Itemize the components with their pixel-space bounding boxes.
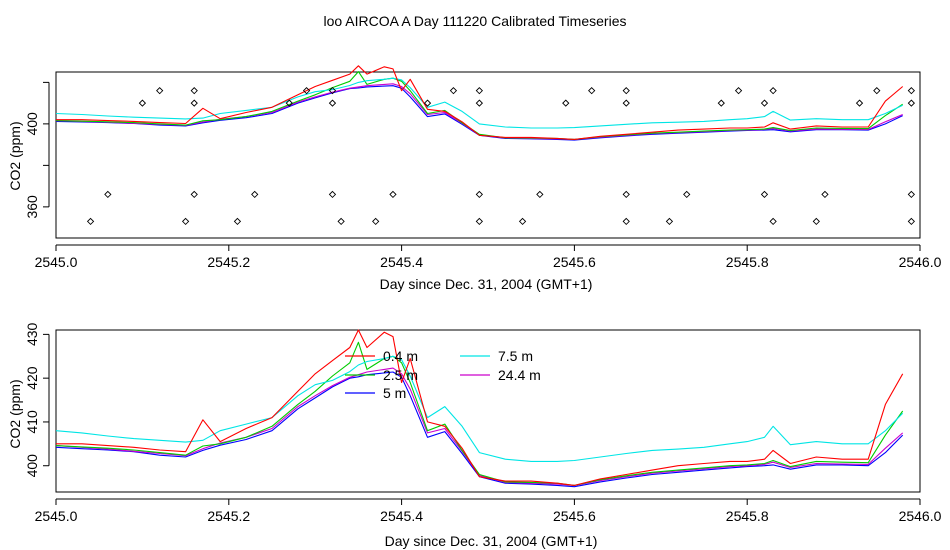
- height-marker-diamond: [328, 190, 337, 199]
- height-marker-diamond: [475, 190, 483, 199]
- bottom-panel-x-tick-label: 2545.6: [553, 508, 596, 524]
- top-panel-x-tick-label: 2545.8: [726, 254, 769, 270]
- height-marker-diamond: [907, 190, 915, 199]
- height-marker-diamond: [423, 99, 432, 107]
- top-panel-series-line-7-5-m: [55, 77, 903, 129]
- bottom-panel-x-axis-label: Day since Dec. 31, 2004 (GMT+1): [385, 533, 598, 549]
- height-marker-diamond: [190, 99, 198, 107]
- height-marker-diamond: [760, 99, 769, 107]
- height-marker-diamond: [285, 99, 293, 107]
- height-marker-diamond: [449, 87, 458, 95]
- height-marker-diamond: [328, 99, 337, 107]
- top-panel-axes: 2545.0 2545.2 2545.4 2545.6 2545.8 2546.0 360 4…: [24, 71, 942, 270]
- top-panel-height-markers: [86, 87, 915, 226]
- height-marker-diamond: [622, 217, 630, 226]
- height-marker-diamond: [302, 87, 311, 95]
- legend-label-5-m: 5 m: [383, 385, 406, 401]
- height-marker-diamond: [337, 217, 345, 226]
- top-panel: 2545.0 2545.2 2545.4 2545.6 2545.8 2546.0 360 4…: [7, 65, 942, 292]
- height-marker-diamond: [86, 217, 95, 226]
- top-panel-x-tick-label: 2546.0: [899, 254, 942, 270]
- height-marker-diamond: [683, 190, 691, 199]
- top-panel-x-tick-label: 2545.2: [207, 254, 250, 270]
- top-panel-y-tick-label: 360: [24, 195, 40, 219]
- height-marker-diamond: [389, 190, 397, 199]
- top-panel-x-tick-label: 2545.6: [553, 254, 596, 270]
- bottom-panel-x-tick-label: 2546.0: [899, 508, 942, 524]
- top-panel-x-tick-label: 2545.4: [380, 254, 423, 270]
- bottom-panel-series-line-7-5-m: [55, 355, 904, 462]
- top-panel-series-line-24-4-m: [55, 83, 903, 140]
- bottom-panel-plot-frame: [55, 329, 921, 493]
- height-marker-diamond: [873, 87, 881, 95]
- height-marker-diamond: [536, 190, 544, 199]
- height-marker-diamond: [251, 190, 259, 199]
- height-marker-diamond: [769, 217, 777, 226]
- top-panel-series-line-0-4-m: [56, 65, 904, 140]
- top-panel-y-tick-label: 400: [24, 112, 40, 136]
- bottom-panel-y-tick-label: 410: [24, 410, 40, 434]
- bottom-panel-x-tick-label: 2545.0: [35, 508, 78, 524]
- legend-label-7-5-m: 7.5 m: [498, 348, 533, 364]
- height-marker-diamond: [665, 217, 674, 226]
- bottom-panel-y-axis-label: CO2 (ppm): [7, 379, 23, 448]
- height-marker-diamond: [717, 99, 725, 107]
- height-marker-diamond: [562, 99, 570, 107]
- legend-label-2-5-m: 2.5 m: [383, 367, 418, 383]
- height-marker-diamond: [372, 217, 380, 226]
- height-marker-diamond: [812, 217, 820, 226]
- bottom-panel-legend: 0.4 m 2.5 m 5 m 7.5 m 24.4 m: [345, 348, 541, 401]
- height-marker-diamond: [181, 217, 190, 226]
- height-marker-diamond: [769, 87, 777, 95]
- height-marker-diamond: [475, 87, 483, 95]
- legend-label-0-4-m: 0.4 m: [383, 348, 418, 364]
- height-marker-diamond: [475, 217, 483, 226]
- height-marker-diamond: [138, 99, 147, 107]
- height-marker-diamond: [190, 190, 198, 199]
- bottom-panel-x-tick-label: 2545.8: [726, 508, 769, 524]
- bottom-panel-series-line-0-4-m: [56, 329, 904, 486]
- bottom-panel: 2545.0 2545.2 2545.4 2545.6 2545.8 2546.0 400 4…: [7, 322, 942, 549]
- height-marker-diamond: [855, 99, 864, 107]
- bottom-panel-y-tick-label: 430: [24, 322, 40, 346]
- height-marker-diamond: [821, 190, 829, 199]
- height-marker-diamond: [588, 87, 596, 95]
- height-marker-diamond: [622, 99, 630, 107]
- height-marker-diamond: [233, 217, 242, 226]
- height-marker-diamond: [907, 217, 915, 226]
- bottom-panel-x-tick-label: 2545.4: [380, 508, 423, 524]
- top-panel-series-line-5-m: [55, 85, 903, 141]
- height-marker-diamond: [907, 87, 915, 95]
- bottom-panel-y-tick-label: 400: [24, 454, 40, 478]
- height-marker-diamond: [104, 190, 112, 199]
- height-marker-diamond: [328, 87, 337, 95]
- top-panel-y-axis-label: CO2 (ppm): [7, 121, 23, 190]
- height-marker-diamond: [734, 87, 743, 95]
- legend-label-24-4-m: 24.4 m: [498, 367, 541, 383]
- height-marker-diamond: [190, 87, 198, 95]
- height-marker-diamond: [156, 87, 164, 95]
- height-marker-diamond: [760, 190, 769, 199]
- figure-title: loo AIRCOA A Day 111220 Calibrated Times…: [324, 13, 627, 29]
- bottom-panel-series: [55, 329, 904, 488]
- top-panel-x-tick-label: 2545.0: [35, 254, 78, 270]
- bottom-panel-y-tick-label: 420: [24, 366, 40, 390]
- bottom-panel-axes: 2545.0 2545.2 2545.4 2545.6 2545.8 2546.0 400 4…: [24, 322, 942, 524]
- top-panel-x-axis-label: Day since Dec. 31, 2004 (GMT+1): [380, 276, 593, 292]
- height-marker-diamond: [475, 99, 483, 107]
- bottom-panel-x-tick-label: 2545.2: [207, 508, 250, 524]
- top-panel-series: [55, 65, 904, 141]
- height-marker-diamond: [518, 217, 527, 226]
- bottom-panel-series-line-2-5-m: [55, 341, 904, 486]
- height-marker-diamond: [907, 99, 915, 107]
- bottom-panel-series-line-24-4-m: [55, 367, 904, 486]
- height-marker-diamond: [622, 87, 630, 95]
- height-marker-diamond: [622, 190, 630, 199]
- bottom-panel-series-line-5-m: [55, 371, 904, 488]
- top-panel-plot-frame: [55, 71, 921, 239]
- top-panel-series-line-2-5-m: [55, 71, 904, 140]
